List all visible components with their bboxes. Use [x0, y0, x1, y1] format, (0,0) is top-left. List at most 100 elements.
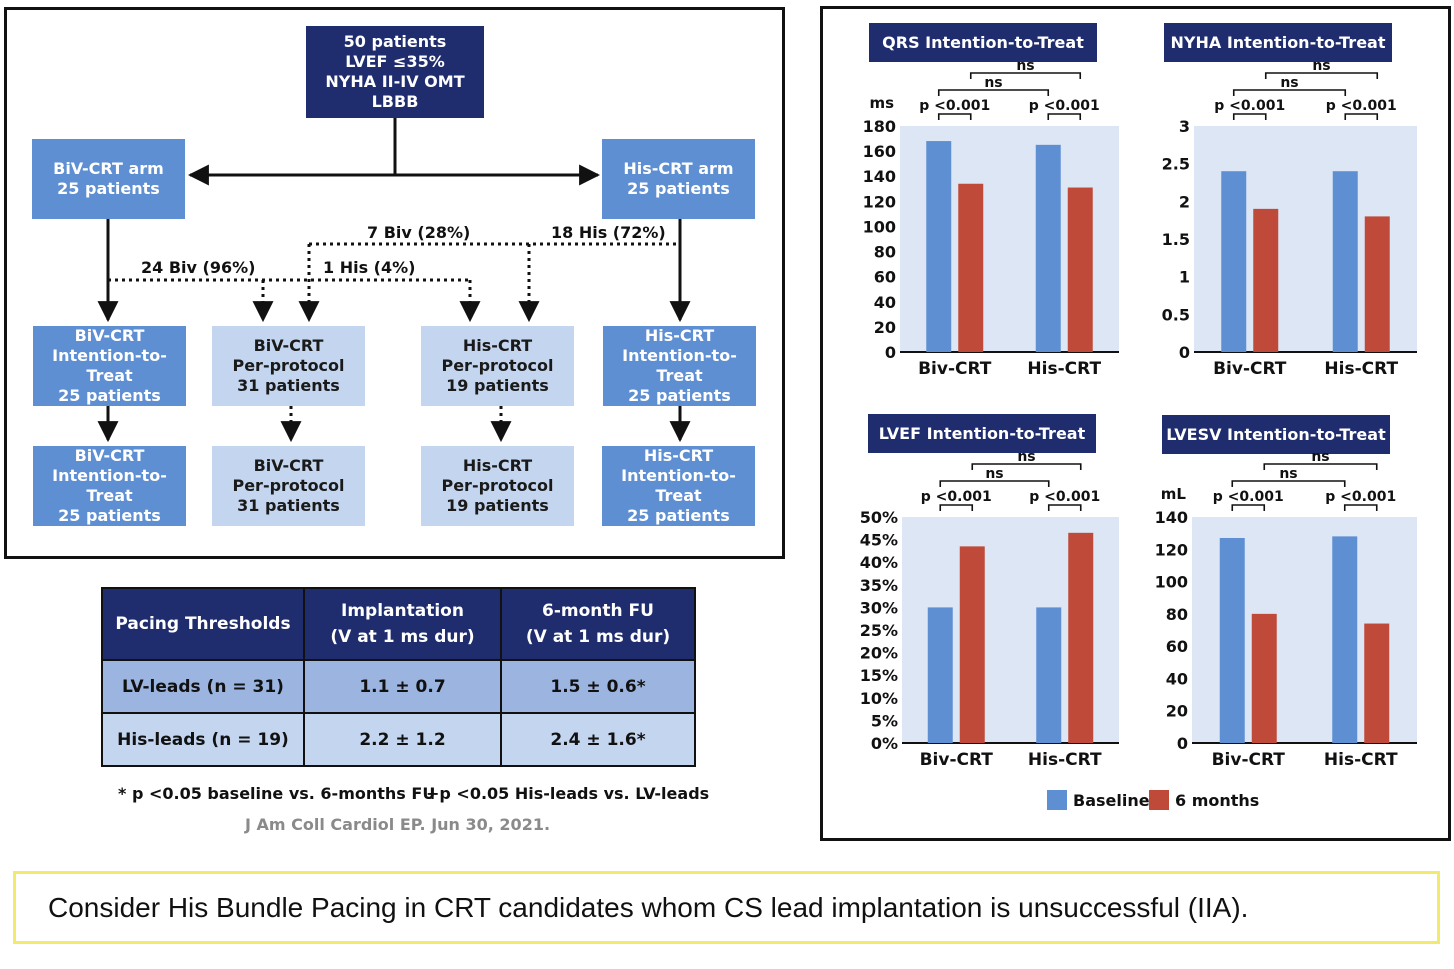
y-unit-label: mL — [1161, 485, 1187, 503]
chart-title-lvef: LVEF Intention-to-Treat — [868, 414, 1096, 453]
x-tick-label: His-CRT — [1028, 750, 1102, 770]
ns-bracket-baseline — [939, 480, 1050, 487]
y-tick-label: 15% — [860, 666, 898, 685]
legend-baseline: Baseline — [1047, 790, 1150, 810]
y-tick-label: 60 — [1166, 637, 1188, 656]
bar-baseline — [1221, 171, 1247, 352]
significance-bracket — [1047, 113, 1082, 120]
bar-six-months — [1364, 623, 1390, 743]
significance-bracket — [1047, 504, 1082, 511]
ns-bracket-six-months — [971, 463, 1082, 470]
footnote-his-vs-lv: +p <0.05 His-leads vs. LV-leads — [426, 784, 710, 803]
ns-label: ns — [1016, 58, 1034, 74]
enrollment-box: 50 patients LVEF ≤35% NYHA II-IV OMT LBB… — [306, 26, 484, 118]
y-tick-label: 120 — [1155, 540, 1188, 559]
y-tick-label: 1 — [1179, 268, 1190, 287]
y-tick-label: 20 — [874, 318, 896, 337]
biv-pp-box: BiV-CRT Per-protocol 31 patients — [212, 326, 365, 406]
table-cell: 1.1 ± 0.7 — [303, 659, 502, 714]
y-tick-label: 140 — [1155, 508, 1188, 527]
p-value-label: p <0.001 — [1213, 489, 1284, 505]
y-tick-label: 60 — [874, 268, 896, 287]
bar-baseline — [1332, 171, 1358, 352]
bar-baseline — [926, 141, 952, 352]
ns-bracket-baseline — [1232, 89, 1347, 96]
y-tick-label: 20 — [1166, 702, 1188, 721]
bar-six-months — [1068, 532, 1094, 743]
y-tick-label: 100 — [863, 217, 896, 236]
x-tick-label: Biv-CRT — [1213, 359, 1287, 379]
biv-itt-followup-box: BiV-CRT Intention-to-Treat 25 patients — [33, 446, 186, 526]
y-tick-label: 0 — [1179, 343, 1190, 362]
y-tick-label: 0 — [885, 343, 896, 362]
ns-label: ns — [984, 75, 1002, 91]
ns-label: ns — [985, 466, 1003, 482]
significance-bracket — [939, 504, 974, 511]
bar-six-months — [1251, 613, 1277, 743]
y-tick-label: 45% — [860, 531, 898, 550]
legend-label-six-months: 6 months — [1175, 790, 1260, 810]
x-tick-label: Biv-CRT — [920, 750, 994, 770]
y-tick-label: 2 — [1179, 192, 1190, 211]
y-tick-label: 1.5 — [1162, 230, 1190, 249]
ns-bracket-six-months — [1263, 463, 1378, 470]
ns-bracket-baseline — [1231, 480, 1346, 487]
p-value-label: p <0.001 — [1325, 489, 1396, 505]
bar-six-months — [1253, 208, 1279, 352]
chart-title-qrs: QRS Intention-to-Treat — [869, 23, 1097, 62]
table-cell: 1.5 ± 0.6* — [500, 659, 696, 714]
y-tick-label: 0 — [1177, 734, 1188, 753]
ns-label: ns — [1280, 75, 1298, 91]
flowchart-panel — [4, 7, 785, 559]
label-7-biv: 7 Biv (28%) — [367, 223, 471, 242]
significance-bracket — [1231, 504, 1266, 511]
y-tick-label: 35% — [860, 576, 898, 595]
y-tick-label: 100 — [1155, 573, 1188, 592]
label-24-biv: 24 Biv (96%) — [141, 258, 256, 277]
biv-itt-box: BiV-CRT Intention-to-Treat 25 patients — [33, 326, 186, 406]
ns-label: ns — [1312, 58, 1330, 74]
p-value-label: p <0.001 — [1214, 98, 1285, 114]
ns-bracket-six-months — [1264, 72, 1379, 79]
chart-title-lvesv: LVESV Intention-to-Treat — [1162, 415, 1390, 454]
bar-six-months — [958, 183, 984, 352]
y-tick-label: 50% — [860, 508, 898, 527]
label-1-his: 1 His (4%) — [323, 258, 416, 277]
legend-swatch-baseline — [1047, 790, 1067, 810]
bar-six-months — [1364, 216, 1390, 352]
his-pp-followup-box: His-CRT Per-protocol 19 patients — [421, 446, 574, 526]
table-header: 6-month FU (V at 1 ms dur) — [500, 587, 696, 661]
y-tick-label: 140 — [863, 167, 896, 186]
y-tick-label: 0% — [871, 734, 898, 753]
y-tick-label: 10% — [860, 689, 898, 708]
y-tick-label: 3 — [1179, 117, 1190, 136]
table-cell: 2.2 ± 1.2 — [303, 712, 502, 767]
table-cell: His-leads (n = 19) — [101, 712, 305, 767]
label-18-his: 18 His (72%) — [551, 223, 666, 242]
his-itt-box: His-CRT Intention-to-Treat 25 patients — [603, 326, 756, 406]
ns-label: ns — [1279, 466, 1297, 482]
y-tick-label: 120 — [863, 192, 896, 211]
significance-bracket — [1232, 113, 1267, 120]
his-itt-followup-box: His-CRT Intention-to-Treat 25 patients — [602, 446, 755, 526]
y-tick-label: 25% — [860, 621, 898, 640]
footnote-baseline: * p <0.05 baseline vs. 6-months FU — [118, 784, 436, 803]
table-row: LV-leads (n = 31) 1.1 ± 0.7 1.5 ± 0.6* — [101, 659, 696, 714]
table-header: Implantation (V at 1 ms dur) — [303, 587, 502, 661]
ns-label: ns — [1017, 449, 1035, 465]
significance-bracket — [1343, 504, 1378, 511]
p-value-label: p <0.001 — [921, 489, 992, 505]
biv-pp-followup-box: BiV-CRT Per-protocol 31 patients — [212, 446, 365, 526]
chart-title-nyha: NYHA Intention-to-Treat — [1164, 23, 1392, 62]
p-value-label: p <0.001 — [1029, 489, 1100, 505]
recommendation-banner: Consider His Bundle Pacing in CRT candid… — [13, 871, 1440, 944]
bar-six-months — [1067, 187, 1093, 352]
bar-baseline — [1036, 607, 1062, 743]
y-tick-label: 0.5 — [1162, 305, 1190, 324]
x-tick-label: His-CRT — [1027, 359, 1101, 379]
legend-six-months: 6 months — [1149, 790, 1259, 810]
bar-baseline — [1219, 537, 1245, 743]
y-unit-label: ms — [869, 94, 894, 112]
